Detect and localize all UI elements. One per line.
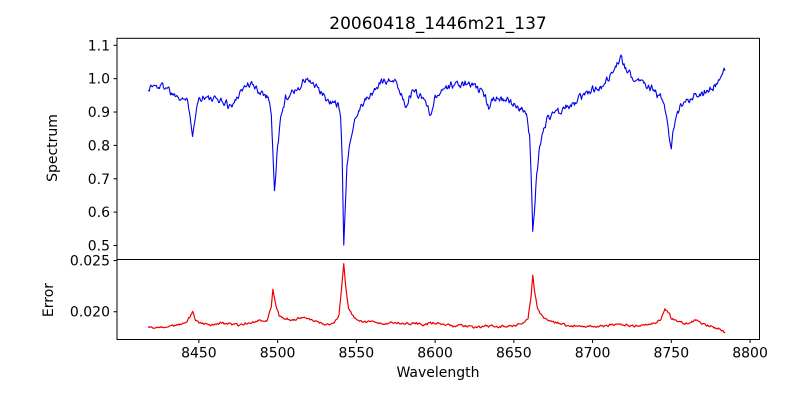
spectrum-axes-frame (116, 37, 760, 260)
error-axes-frame (116, 259, 760, 340)
x-tick-label: 8650 (496, 346, 532, 362)
x-tick-label: 8500 (260, 346, 296, 362)
y-axis-label-error: Error (41, 283, 57, 317)
spectrum-line (147, 54, 726, 246)
axes-panels: 0.5 0.6 0.7 0.8 0.9 1.0 1.1 0.020 0.025 8450 8500 8… (70, 37, 768, 362)
y-tick-label: 0.5 (88, 238, 110, 254)
chart-title: 20060418_1446m21_137 (329, 14, 546, 34)
error-panel: 0.020 0.025 8450 8500 8550 8600 8650 8700 8750 88… (70, 254, 768, 362)
y-tick-label: 1.1 (88, 38, 110, 54)
x-tick-label: 8700 (575, 346, 611, 362)
spectrum-panel: 0.5 0.6 0.7 0.8 0.9 1.0 1.1 (88, 37, 760, 260)
x-tick-label: 8800 (732, 346, 768, 362)
x-tick-label: 8550 (339, 346, 375, 362)
x-tick-label: 8450 (181, 346, 217, 362)
error-line (147, 263, 726, 334)
y-tick-label: 0.6 (88, 205, 110, 221)
y-tick-label: 0.9 (88, 105, 110, 121)
y-tick-label: 0.025 (70, 254, 110, 270)
x-tick-label: 8750 (653, 346, 689, 362)
x-tick-label: 8600 (417, 346, 453, 362)
y-tick-label: 1.0 (88, 72, 110, 88)
y-axis-label-spectrum: Spectrum (45, 114, 61, 182)
x-axis-label: Wavelength (396, 365, 479, 381)
y-tick-label: 0.7 (88, 172, 110, 188)
y-tick-label: 0.020 (70, 305, 110, 321)
y-tick-label: 0.8 (88, 138, 110, 154)
